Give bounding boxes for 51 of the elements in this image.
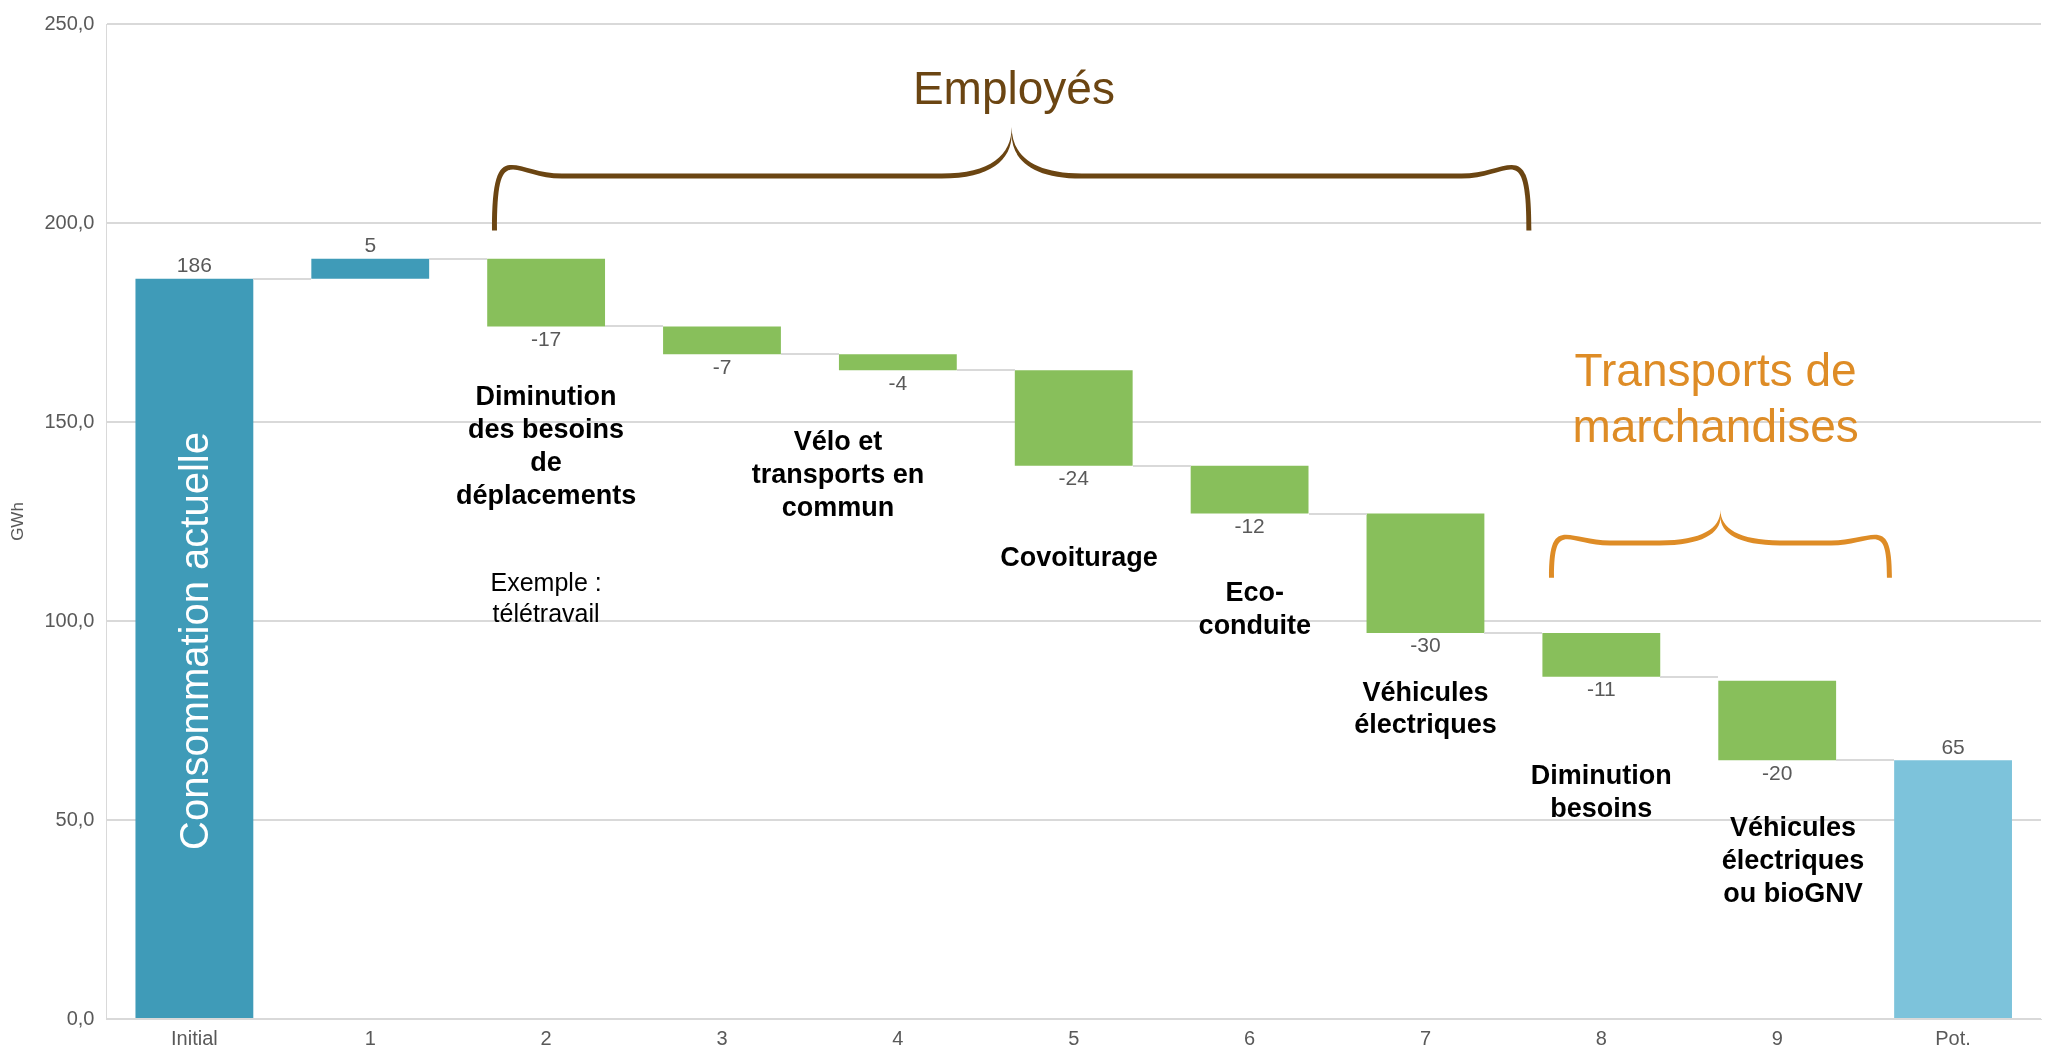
y-axis-title: GWh — [7, 502, 27, 541]
x-tick-label: 1 — [364, 1026, 376, 1049]
bar — [1014, 370, 1133, 466]
data-label: -17 — [530, 326, 562, 350]
annotation: Véhicules électriques — [1354, 675, 1497, 742]
annotation: Employés — [912, 60, 1115, 116]
annotation: Consommation actuelle — [171, 431, 217, 850]
x-tick-label: 2 — [540, 1026, 552, 1049]
data-label: -24 — [1058, 466, 1090, 490]
x-tick-label: 3 — [716, 1026, 728, 1049]
x-tick-label: 5 — [1068, 1026, 1080, 1049]
bar — [1718, 680, 1837, 761]
y-tick-label: 50,0 — [55, 807, 95, 830]
x-tick-label: 8 — [1595, 1026, 1607, 1049]
y-tick-label: 150,0 — [44, 409, 95, 432]
data-label: 186 — [176, 253, 212, 277]
x-tick-label: 4 — [892, 1026, 904, 1049]
data-label: 5 — [364, 233, 377, 257]
x-tick-label: 6 — [1244, 1026, 1256, 1049]
annotation: Covoiturage — [1000, 540, 1158, 574]
x-tick-label: 7 — [1419, 1026, 1432, 1049]
y-tick-label: 0,0 — [66, 1006, 95, 1029]
annotation: Véhicules électriques ou bioGNV — [1721, 810, 1865, 910]
bar — [1542, 632, 1661, 677]
bar — [487, 258, 606, 327]
data-label: -11 — [1586, 677, 1616, 701]
annotation: Transports de marchandises — [1572, 343, 1859, 455]
y-tick-label: 250,0 — [44, 11, 95, 34]
bar — [311, 258, 430, 279]
data-label: -30 — [1410, 633, 1441, 657]
annotation: Diminution besoins — [1530, 759, 1672, 826]
data-label: -12 — [1234, 513, 1265, 537]
annotation: Diminution des besoins de déplacements — [456, 380, 637, 512]
x-tick-label: Pot. — [1935, 1026, 1971, 1049]
annotation: Exemple : télétravail — [490, 566, 602, 628]
bar — [135, 278, 254, 1018]
bar — [1894, 760, 2012, 1018]
data-label: -4 — [888, 370, 908, 394]
data-label: -7 — [712, 354, 732, 378]
y-tick-label: 200,0 — [44, 210, 95, 233]
annotation: Vélo et transports en commun — [751, 424, 925, 524]
y-tick-label: 100,0 — [44, 608, 95, 631]
bar — [1366, 513, 1485, 633]
bar — [663, 326, 781, 355]
data-label: -20 — [1762, 760, 1793, 784]
x-tick-label: Initial — [171, 1026, 218, 1049]
bar — [838, 354, 957, 371]
data-label: 65 — [1941, 734, 1965, 758]
bar — [1190, 465, 1309, 514]
annotation: Eco- conduite — [1198, 576, 1312, 642]
x-tick-label: 9 — [1771, 1026, 1783, 1049]
